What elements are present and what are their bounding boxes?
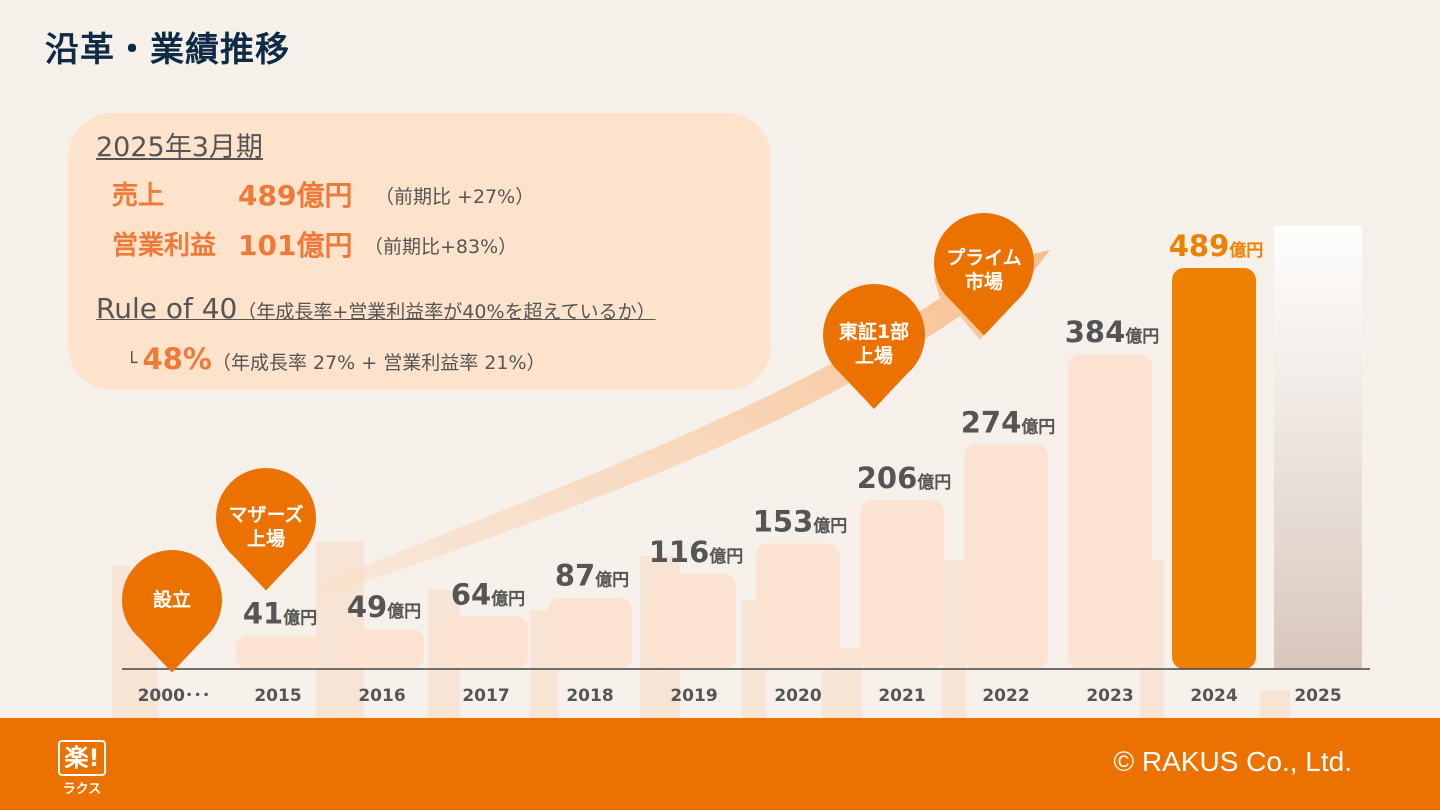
x-tick-2016: 2016 bbox=[358, 686, 405, 706]
x-tick-2000･･･: 2000･･･ bbox=[138, 686, 211, 706]
milestone-prime-pin bbox=[934, 213, 1034, 313]
value-label-2015: 41億円 bbox=[243, 596, 317, 630]
rule-title: Rule of 40 bbox=[96, 292, 238, 325]
rakus-logo: 楽! ラクス bbox=[58, 740, 106, 797]
skyline-building-10 bbox=[1260, 690, 1290, 718]
x-tick-2021: 2021 bbox=[878, 686, 925, 706]
x-tick-2018: 2018 bbox=[566, 686, 613, 706]
bar-2017 bbox=[444, 616, 528, 669]
milestone-prime-line1: プライム bbox=[946, 247, 1022, 269]
footer-bar bbox=[0, 718, 1440, 810]
x-tick-2023: 2023 bbox=[1086, 686, 1133, 706]
rule-of-40-heading: Rule of 40（年成長率+営業利益率が40%を超えているか） bbox=[96, 292, 656, 325]
value-label-2016: 49億円 bbox=[347, 590, 421, 624]
milestone-founding-pin bbox=[122, 550, 222, 650]
sales-note: （前期比 +27%） bbox=[375, 186, 535, 208]
value-label-2019: 116億円 bbox=[649, 535, 744, 569]
rule-of-40-result: └ 48%（年成長率 27% + 営業利益率 21%） bbox=[126, 342, 546, 376]
x-tick-2019: 2019 bbox=[670, 686, 717, 706]
fiscal-period: 2025年3月期 bbox=[96, 132, 263, 163]
milestone-tse1-label: 東証1部 上場 bbox=[822, 320, 926, 368]
milestone-tse1-pin bbox=[823, 284, 925, 386]
milestone-tse1-line1: 東証1部 bbox=[838, 321, 910, 343]
profit-label: 営業利益 bbox=[112, 231, 217, 261]
milestone-mothers-label: マザーズ 上場 bbox=[216, 503, 316, 551]
bar-2021 bbox=[860, 500, 944, 669]
profit-note: （前期比+83%） bbox=[364, 236, 518, 258]
bar-2023 bbox=[1068, 354, 1152, 669]
revenue-chart: 2000･･･ 41億円 2015 49億円 2016 64億円 2017 87億円 2018 1… bbox=[112, 213, 1370, 718]
value-label-2018: 87億円 bbox=[555, 559, 629, 593]
x-tick-2017: 2017 bbox=[462, 686, 509, 706]
bar-2019 bbox=[652, 573, 736, 669]
x-tick-2015: 2015 bbox=[254, 686, 301, 706]
value-label-2022: 274億円 bbox=[961, 405, 1056, 439]
skyline-building-8 bbox=[942, 560, 966, 718]
value-label-2024: 489億円 bbox=[1169, 229, 1264, 263]
bar-2018 bbox=[548, 597, 632, 669]
x-tick-2022: 2022 bbox=[982, 686, 1029, 706]
value-label-2020: 153億円 bbox=[753, 505, 848, 539]
bar-2016 bbox=[340, 628, 424, 669]
bar-2024 bbox=[1172, 268, 1256, 669]
milestone-prime-line2: 市場 bbox=[964, 271, 1003, 293]
milestone-mothers-line2: 上場 bbox=[246, 528, 285, 550]
rule-value: 48% bbox=[142, 342, 212, 376]
milestone-tse1-line2: 上場 bbox=[854, 345, 893, 367]
logo-mark: 楽! bbox=[58, 740, 106, 776]
rule-detail: （年成長率 27% + 営業利益率 21%） bbox=[211, 352, 546, 374]
x-tick-2024: 2024 bbox=[1190, 686, 1237, 706]
milestone-founding-label: 設立 bbox=[152, 589, 191, 611]
profit-value: 101億円 bbox=[238, 229, 353, 262]
summary-panel bbox=[68, 113, 771, 390]
value-label-2017: 64億円 bbox=[451, 578, 525, 612]
milestone-mothers-line1: マザーズ bbox=[228, 504, 304, 526]
bar-2025-forecast bbox=[1274, 226, 1362, 669]
value-label-2021: 206億円 bbox=[857, 461, 952, 495]
bar-2020 bbox=[756, 543, 840, 669]
rule-mark: └ bbox=[126, 352, 138, 374]
value-label-2023: 384億円 bbox=[1065, 315, 1160, 349]
sales-label: 売上 bbox=[112, 181, 165, 211]
copyright: © RAKUS Co., Ltd. bbox=[1113, 746, 1353, 777]
bar-2022 bbox=[964, 444, 1048, 669]
bar-2015 bbox=[236, 635, 320, 669]
milestone-prime-label: プライム 市場 bbox=[934, 246, 1034, 294]
rule-desc: （年成長率+営業利益率が40%を超えているか） bbox=[237, 301, 656, 323]
sales-value: 489億円 bbox=[238, 179, 353, 212]
page-title: 沿革・業績推移 bbox=[45, 30, 290, 70]
logo-kana: ラクス bbox=[62, 782, 102, 797]
x-tick-2025: 2025 bbox=[1294, 686, 1341, 706]
milestone-mothers-pin bbox=[216, 468, 316, 568]
x-tick-2020: 2020 bbox=[774, 686, 821, 706]
